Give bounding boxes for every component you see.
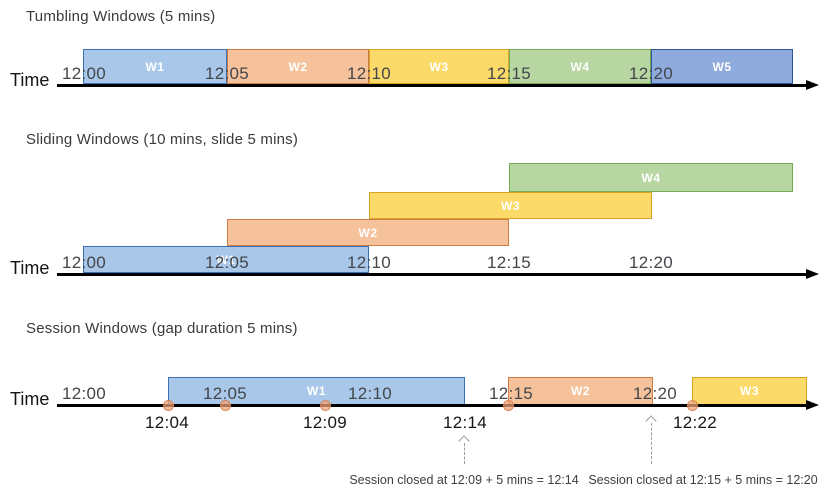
tick-label: 12:00	[61, 64, 107, 83]
tick-label: 12:20	[628, 253, 674, 272]
section-title-tumbling: Tumbling Windows (5 mins)	[26, 8, 216, 25]
tick-label: 12:20	[628, 64, 674, 83]
dashed-arrow-stem	[651, 423, 653, 464]
time-axis-label: Time	[10, 70, 50, 90]
tick-label: 12:20	[632, 384, 678, 403]
dashed-arrow-stem	[464, 443, 466, 464]
window-label: W4	[570, 59, 590, 74]
window-bar-tumbling-w1: W1	[83, 49, 227, 84]
event-time-label: 12:22	[672, 413, 718, 432]
window-label: W1	[145, 59, 165, 74]
tick-label: 12:10	[346, 253, 392, 272]
event-dot	[686, 399, 698, 411]
event-dot	[162, 399, 174, 411]
timeline-arrowhead-icon	[806, 399, 819, 410]
event-time-label: 12:09	[302, 413, 348, 432]
timeline	[57, 273, 806, 276]
window-bar-session-w1: W1	[168, 377, 465, 405]
window-bar-sliding-w2: W2	[227, 219, 509, 246]
window-label: W3	[740, 384, 759, 398]
window-label: W2	[571, 384, 590, 398]
event-dot	[319, 399, 331, 411]
event-dot	[502, 399, 514, 411]
window-bar-session-w2: W2	[508, 377, 653, 405]
tick-label: 12:15	[486, 64, 532, 83]
tick-label: 12:00	[61, 384, 107, 403]
time-axis-label: Time	[10, 258, 50, 278]
tick-label: 12:15	[488, 384, 534, 403]
window-label: W1	[216, 252, 236, 267]
session-closed-annotation: Session closed at 12:15 + 5 mins = 12:20	[588, 473, 818, 487]
window-label: W3	[429, 59, 449, 74]
window-bar-sliding-w3: W3	[369, 192, 652, 219]
timeline	[57, 404, 806, 407]
tick-label: 12:15	[486, 253, 532, 272]
session-closed-annotation: Session closed at 12:09 + 5 mins = 12:14	[349, 473, 579, 487]
window-label: W2	[288, 59, 308, 74]
event-time-label: 12:14	[442, 413, 488, 432]
timeline-arrowhead-icon	[806, 79, 819, 90]
window-bar-tumbling-w3: W3	[369, 49, 509, 84]
tick-label: 12:05	[204, 253, 250, 272]
time-axis-label: Time	[10, 389, 50, 409]
timeline-arrowhead-icon	[806, 268, 819, 279]
window-label: W1	[307, 384, 326, 398]
tick-label: 12:10	[347, 384, 393, 403]
section-title-sliding: Sliding Windows (10 mins, slide 5 mins)	[26, 131, 299, 148]
tick-label: 12:05	[204, 64, 250, 83]
window-bar-tumbling-w4: W4	[509, 49, 651, 84]
tick-label: 12:10	[346, 64, 392, 83]
window-label: W3	[501, 198, 520, 213]
window-label: W5	[712, 59, 732, 74]
window-label: W4	[641, 170, 661, 185]
tick-label: 12:00	[61, 253, 107, 272]
window-bar-sliding-w1: W1	[83, 246, 369, 273]
window-bar-tumbling-w5: W5	[651, 49, 793, 84]
event-dot	[219, 399, 231, 411]
event-time-label: 12:04	[144, 413, 190, 432]
window-bar-tumbling-w2: W2	[227, 49, 369, 84]
section-title-session: Session Windows (gap duration 5 mins)	[26, 320, 298, 337]
window-bar-session-w3: W3	[692, 377, 807, 405]
window-label: W2	[358, 225, 378, 240]
tick-label: 12:05	[202, 384, 248, 403]
window-bar-sliding-w4: W4	[509, 163, 793, 192]
timeline	[57, 84, 806, 87]
